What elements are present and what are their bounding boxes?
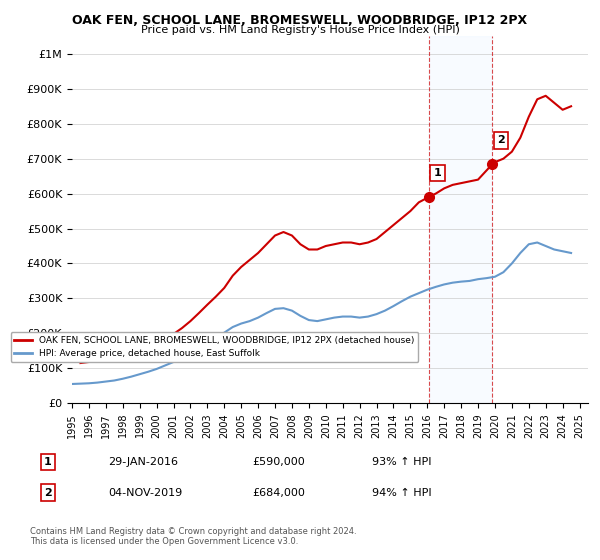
Legend: OAK FEN, SCHOOL LANE, BROMESWELL, WOODBRIDGE, IP12 2PX (detached house), HPI: Av: OAK FEN, SCHOOL LANE, BROMESWELL, WOODBR… xyxy=(11,332,418,362)
Text: 1: 1 xyxy=(44,457,52,467)
Text: 2: 2 xyxy=(44,488,52,498)
Text: 2: 2 xyxy=(497,136,505,145)
Text: £684,000: £684,000 xyxy=(252,488,305,498)
Text: 29-JAN-2016: 29-JAN-2016 xyxy=(108,457,178,467)
Text: 04-NOV-2019: 04-NOV-2019 xyxy=(108,488,182,498)
Text: Contains HM Land Registry data © Crown copyright and database right 2024.
This d: Contains HM Land Registry data © Crown c… xyxy=(30,526,356,546)
Text: 94% ↑ HPI: 94% ↑ HPI xyxy=(372,488,431,498)
Text: OAK FEN, SCHOOL LANE, BROMESWELL, WOODBRIDGE, IP12 2PX: OAK FEN, SCHOOL LANE, BROMESWELL, WOODBR… xyxy=(73,14,527,27)
Text: 1: 1 xyxy=(434,168,442,178)
Text: 93% ↑ HPI: 93% ↑ HPI xyxy=(372,457,431,467)
Bar xyxy=(428,36,492,403)
Text: Price paid vs. HM Land Registry's House Price Index (HPI): Price paid vs. HM Land Registry's House … xyxy=(140,25,460,35)
Text: £590,000: £590,000 xyxy=(252,457,305,467)
